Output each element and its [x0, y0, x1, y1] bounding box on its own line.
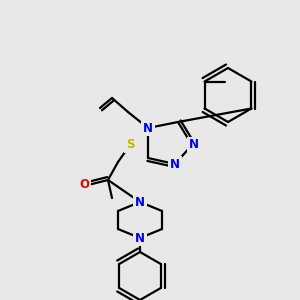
Text: O: O	[79, 178, 89, 191]
Text: N: N	[135, 232, 145, 244]
Text: N: N	[143, 122, 153, 134]
Text: S: S	[126, 139, 134, 152]
Text: N: N	[170, 158, 180, 170]
Text: N: N	[189, 139, 199, 152]
Text: N: N	[135, 196, 145, 208]
